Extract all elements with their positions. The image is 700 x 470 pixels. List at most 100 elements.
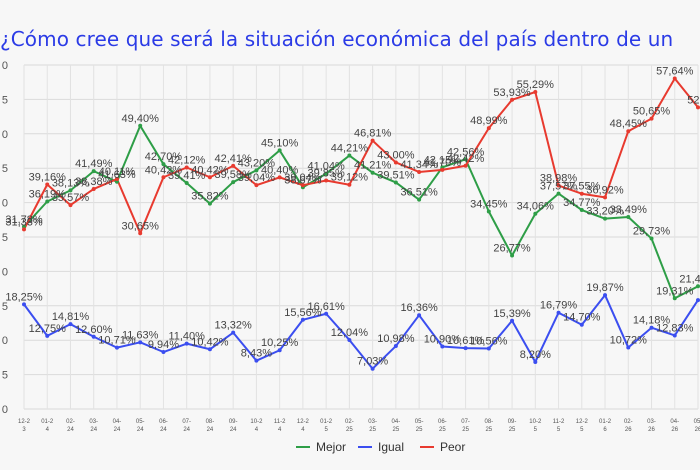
data-label-peor: 30,65% [122,220,160,232]
data-point-peor [184,165,189,170]
data-label-peor: 35,57% [52,192,90,204]
data-label-igual: 18,25% [5,291,43,303]
data-label-igual: 10,42% [191,336,229,348]
data-label-mejor: 34,45% [470,198,508,210]
data-label-peor: 57,64% [656,66,694,78]
data-point-peor [254,183,259,188]
data-label-igual: 12,83% [656,322,694,334]
data-label-peor: 39,04% [284,172,322,184]
data-label-mejor: 34,06% [517,201,555,213]
data-point-igual [231,330,236,335]
data-label-igual: 19,87% [586,282,624,294]
data-label-peor: 42,41% [215,153,253,165]
data-label-mejor: 44,21% [331,143,369,155]
data-point-igual [533,359,538,364]
x-tick-label: 08-25 [484,419,493,433]
data-point-peor [347,182,352,187]
x-tick-label: 04-24 [113,419,122,433]
data-label-mejor: 19,31% [656,285,694,297]
data-label-peor: 36,92% [586,184,624,196]
y-tick-label: 5 [2,301,8,313]
y-tick-label: 0 [2,60,8,72]
data-label-peor: 53,93% [493,87,531,99]
legend-label-igual: Igual [378,440,404,454]
y-tick-label: 5 [2,232,8,244]
data-label-mejor: 41,04% [307,161,345,173]
data-point-igual [603,293,608,298]
data-label-mejor: 36,51% [400,187,438,199]
data-label-mejor: 42,70% [145,151,183,163]
data-label-igual: 8,20% [520,349,551,361]
data-point-igual [556,310,561,315]
data-label-peor: 38,38% [75,176,113,188]
data-label-igual: 16,61% [307,301,345,313]
data-label-igual: 11,63% [122,329,159,341]
data-label-peor: 48,99% [470,115,508,127]
data-point-mejor [68,188,73,193]
data-label-mejor: 39,41% [168,170,206,182]
x-axis-ticks: 12-2 3 01-2 4 02-24 03-24 04-24 05-24 06-24 07-24… [18,419,700,433]
legend: Mejor Igual Peor [296,440,465,454]
data-point-igual [277,348,282,353]
data-point-igual [579,322,584,327]
data-point-mejor [603,216,608,221]
data-point-mejor [45,199,50,204]
data-label-igual: 10,25% [261,337,299,349]
x-tick-label: 10-2 4 [250,419,263,433]
data-point-igual [91,334,96,339]
data-label-peor: 40,40% [261,164,299,176]
chart-title: ¿Cómo cree que será la situación económi… [0,27,674,51]
data-point-peor [579,191,584,196]
x-tick-label: 04-25 [392,419,401,433]
data-label-peor: 38,98% [540,173,578,185]
data-point-igual [184,341,189,346]
data-point-peor [231,163,236,168]
data-label-igual: 8,43% [241,348,272,360]
data-label-mejor: 49,40% [122,113,160,125]
data-point-peor [161,175,166,180]
data-point-igual [486,346,491,351]
data-label-mejor: 39,58% [215,169,253,181]
data-point-peor [626,129,631,134]
y-tick-label: 0 [2,404,8,416]
data-label-igual: 7,03% [357,356,388,368]
data-label-peor: 50,65% [633,106,671,118]
x-tick-label: 09-24 [229,419,238,433]
data-label-igual: 16,36% [400,302,438,314]
data-point-igual [672,333,677,338]
data-label-peor: 39,04% [238,172,276,184]
data-point-igual [138,340,143,345]
x-tick-label: 12-2 3 [18,419,31,433]
data-point-igual [45,333,50,338]
data-label-igual: 14,70% [563,312,601,324]
data-point-peor [556,183,561,188]
data-point-peor [114,177,119,182]
data-point-peor [463,163,468,168]
data-label-mejor: 39,51% [377,169,415,181]
data-point-igual [626,345,631,350]
data-point-peor [138,231,143,236]
data-point-peor [277,175,282,180]
data-point-peor [603,195,608,200]
data-label-peor: 42,12% [168,155,206,167]
data-labels: 31,78% 36,19%38,13% 41,49%41,63% 49,40% 42,7… [5,66,700,368]
data-point-igual [324,311,329,316]
data-point-igual [510,318,515,323]
data-label-igual: 12,60% [75,324,113,336]
data-point-mejor [347,153,352,158]
data-label-mejor: 33,49% [610,204,648,216]
data-label-igual: 10,98% [377,333,415,345]
data-label-mejor: 38,13% [52,177,90,189]
data-point-peor [417,169,422,174]
data-point-igual [161,350,166,355]
data-label-igual: 15,39% [493,308,531,320]
data-point-mejor [486,209,491,214]
data-point-mejor [231,180,236,185]
data-label-mejor: 35,82% [191,191,229,203]
x-tick-label: 01-2 6 [599,419,612,433]
data-label-mejor: 42,56% [447,146,485,158]
x-tick-label: 10-2 5 [529,419,542,433]
data-label-igual: 14,18% [633,315,671,327]
data-label-mejor: 31,78% [5,214,43,226]
